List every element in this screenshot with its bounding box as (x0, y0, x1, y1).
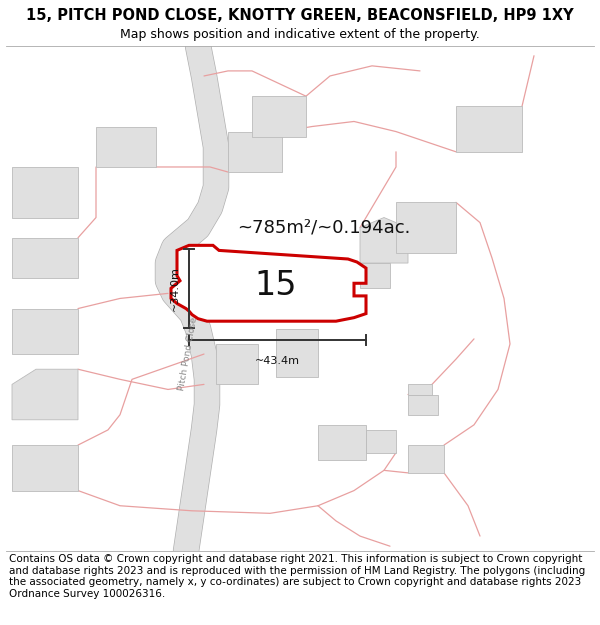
Polygon shape (96, 126, 156, 167)
Polygon shape (12, 309, 78, 354)
Polygon shape (360, 263, 390, 288)
Polygon shape (360, 217, 408, 263)
Polygon shape (318, 425, 366, 460)
Text: 15: 15 (255, 269, 297, 302)
Polygon shape (408, 445, 444, 473)
Polygon shape (12, 167, 78, 217)
Polygon shape (171, 246, 366, 321)
Text: Pitch Pond Close: Pitch Pond Close (177, 317, 199, 391)
Polygon shape (210, 261, 294, 316)
Polygon shape (408, 384, 432, 394)
Polygon shape (276, 329, 318, 377)
Text: ~34.0m: ~34.0m (170, 266, 180, 311)
Polygon shape (396, 202, 456, 253)
Polygon shape (366, 430, 396, 452)
Polygon shape (12, 445, 78, 491)
Text: 15, PITCH POND CLOSE, KNOTTY GREEN, BEACONSFIELD, HP9 1XY: 15, PITCH POND CLOSE, KNOTTY GREEN, BEAC… (26, 8, 574, 23)
Text: Map shows position and indicative extent of the property.: Map shows position and indicative extent… (120, 28, 480, 41)
Polygon shape (252, 96, 306, 137)
Text: ~43.4m: ~43.4m (255, 356, 300, 366)
Polygon shape (12, 238, 78, 278)
Polygon shape (216, 344, 258, 384)
Polygon shape (228, 132, 282, 172)
Text: Contains OS data © Crown copyright and database right 2021. This information is : Contains OS data © Crown copyright and d… (9, 554, 585, 599)
Polygon shape (456, 106, 522, 152)
Text: ~785m²/~0.194ac.: ~785m²/~0.194ac. (237, 219, 410, 237)
Polygon shape (408, 394, 438, 415)
Polygon shape (12, 369, 78, 420)
